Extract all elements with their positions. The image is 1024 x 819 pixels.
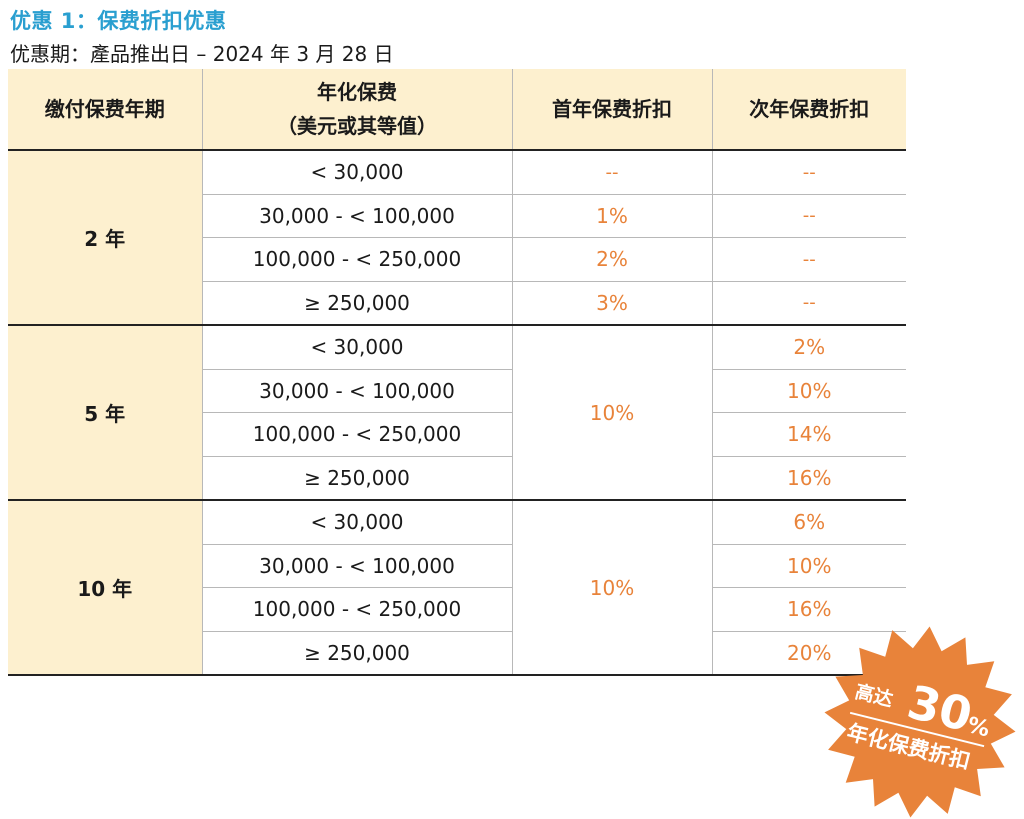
table-row: 100,000 - < 250,000 14% [8, 412, 906, 457]
table-row: 30,000 - < 100,000 1% -- [8, 194, 906, 238]
second-year-cell: -- [711, 281, 906, 326]
col-header-premium-line2: （美元或其等值） [277, 114, 437, 138]
second-year-cell: 2% [711, 325, 906, 370]
table-row: 100,000 - < 250,000 16% [8, 587, 906, 632]
table-row: ≥ 250,000 16% [8, 456, 906, 501]
starburst-shape [824, 626, 1016, 818]
second-year-cell: 16% [711, 587, 906, 632]
second-year-cell: -- [711, 194, 906, 238]
second-year-cell: 10% [711, 369, 906, 413]
first-year-cell: 2% [511, 237, 712, 282]
premium-cell: 30,000 - < 100,000 [201, 369, 512, 413]
second-year-cell: 14% [711, 412, 906, 457]
premium-cell: 30,000 - < 100,000 [201, 194, 512, 238]
premium-cell: ≥ 250,000 [201, 456, 512, 501]
col-header-second-year: 次年保费折扣 [711, 69, 906, 151]
premium-cell: < 30,000 [201, 500, 512, 545]
table-row: 5 年 < 30,000 10% 2% [8, 325, 906, 501]
term-cell: 2 年 [8, 150, 202, 326]
term-cell: 10 年 [8, 500, 202, 676]
premium-cell: ≥ 250,000 [201, 631, 512, 676]
first-year-cell: 10% [511, 500, 712, 676]
premium-cell: 100,000 - < 250,000 [201, 237, 512, 282]
premium-cell: < 30,000 [201, 150, 512, 195]
premium-cell: 30,000 - < 100,000 [201, 544, 512, 588]
discount-badge: 高达 30 % 年化保费折扣 [808, 622, 1024, 818]
second-year-cell: 6% [711, 500, 906, 545]
starburst-badge-icon: 高达 30 % 年化保费折扣 [824, 626, 1016, 818]
second-year-cell: 16% [711, 456, 906, 501]
table-row: 30,000 - < 100,000 10% [8, 544, 906, 588]
badge-divider [849, 711, 985, 748]
page-title: 优惠 1：保费折扣优惠 [10, 9, 227, 33]
col-header-term: 缴付保费年期 [8, 69, 202, 151]
premium-cell: 100,000 - < 250,000 [201, 412, 512, 457]
discount-table: 缴付保费年期 年化保费 （美元或其等值） 首年保费折扣 次年保费折扣 2 年 <… [8, 69, 906, 676]
table-row: ≥ 250,000 3% -- [8, 281, 906, 326]
second-year-cell: 10% [711, 544, 906, 588]
first-year-cell: 1% [511, 194, 712, 238]
table-row: 2 年 < 30,000 -- -- [8, 150, 906, 326]
table-row: 30,000 - < 100,000 10% [8, 369, 906, 413]
first-year-cell: -- [511, 150, 712, 195]
premium-cell: 100,000 - < 250,000 [201, 587, 512, 632]
premium-cell: < 30,000 [201, 325, 512, 370]
premium-cell: ≥ 250,000 [201, 281, 512, 326]
col-header-premium-line1: 年化保费 [317, 80, 397, 104]
col-header-premium: 年化保费 （美元或其等值） [201, 69, 512, 151]
table-row: 100,000 - < 250,000 2% -- [8, 237, 906, 282]
second-year-cell: -- [711, 237, 906, 282]
table-header-row: 缴付保费年期 年化保费 （美元或其等值） 首年保费折扣 次年保费折扣 [8, 69, 906, 151]
first-year-cell: 10% [511, 325, 712, 501]
term-cell: 5 年 [8, 325, 202, 501]
col-header-first-year: 首年保费折扣 [511, 69, 712, 151]
first-year-cell: 3% [511, 281, 712, 326]
table-row: 10 年 < 30,000 10% 6% [8, 500, 906, 676]
offer-period: 优惠期：產品推出日 – 2024 年 3 月 28 日 [10, 42, 394, 66]
second-year-cell: -- [711, 150, 906, 195]
